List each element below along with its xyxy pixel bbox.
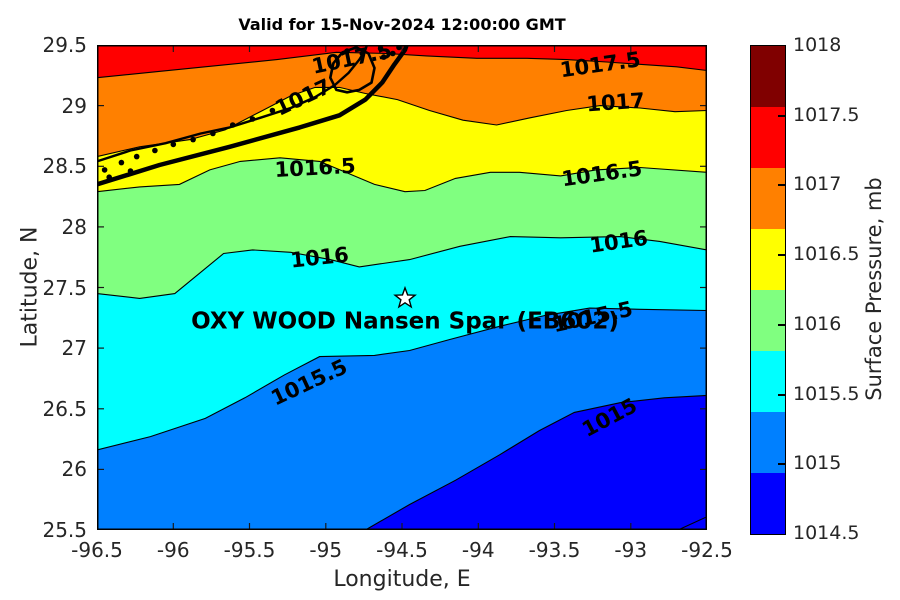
- contour-line-1015: [365, 394, 707, 530]
- colorbar-tick-mark: [778, 114, 785, 117]
- colorbar-tick-label-1017.5: 1017.5: [793, 103, 860, 126]
- colorbar: [750, 45, 786, 535]
- x-tick-label--96.5: -96.5: [71, 538, 123, 562]
- colorbar-tick-label-1017: 1017: [793, 173, 842, 196]
- station-label: OXY WOOD Nansen Spar (EB602): [191, 308, 619, 334]
- coastline-islet: [127, 168, 134, 174]
- y-tick-label-28: 28: [61, 214, 87, 239]
- coastline-islet: [133, 153, 140, 160]
- fill-band-above-1017.5: [97, 45, 707, 78]
- coastline-islet: [344, 48, 350, 54]
- coastline-islet: [269, 107, 276, 114]
- colorbar-tick-label-1018: 1018: [793, 34, 842, 56]
- x-tick-label--92.5: -92.5: [681, 538, 733, 562]
- colorbar-band: [751, 473, 785, 534]
- coastline-islet: [249, 116, 256, 122]
- colorbar-tick-mark: [778, 184, 785, 187]
- contour-line-1017: [97, 86, 707, 158]
- colorbar-tick-label-1014.5: 1014.5: [793, 522, 860, 544]
- coastline-galveston-bay: [329, 46, 376, 94]
- x-tick-label--95.5: -95.5: [223, 538, 276, 562]
- colorbar-band: [751, 290, 785, 351]
- colorbar-band: [751, 351, 785, 412]
- x-tick-label--95: -95: [309, 538, 343, 562]
- y-tick-label-28.5: 28.5: [42, 154, 87, 179]
- colorbar-tick-mark: [778, 463, 785, 466]
- y-axis-tick-labels: 29.5 29 28.5 28 27.5 27 26.5 26 25.5: [0, 33, 97, 542]
- axes-box: [97, 45, 707, 530]
- colorbar-tick-label-1016: 1016: [793, 312, 842, 335]
- colorbar-label: Surface Pressure, mb: [862, 177, 886, 401]
- y-tick-label-25.5: 25.5: [42, 518, 87, 542]
- y-tick-label-26.5: 26.5: [42, 396, 87, 421]
- coastline-islet: [359, 50, 366, 57]
- x-tick-label--94: -94: [461, 538, 495, 562]
- colorbar-tick-labels: 1018 1017.5 1017 1016.5 1016 1015.5 1015 1014.5: [793, 34, 883, 544]
- coastline-islet: [210, 130, 216, 137]
- x-tick-label--96: -96: [156, 538, 190, 562]
- colorbar-tick-label-1016.5: 1016.5: [793, 243, 860, 266]
- colorbar-tick-label-1015: 1015: [793, 452, 842, 475]
- colorbar-tick-label-1015.5: 1015.5: [793, 382, 860, 405]
- colorbar-band: [751, 412, 785, 473]
- colorbar-band: [751, 229, 785, 290]
- coastline-islet: [101, 167, 108, 173]
- colorbar-tick-mark: [778, 323, 785, 326]
- colorbar-band: [751, 46, 785, 107]
- colorbar-tick-mark: [778, 254, 785, 257]
- x-axis-tick-labels: -96.5 -96 -95.5 -95 -94.5 -94 -93.5 -93 -92.5: [71, 538, 733, 564]
- contour-line-1017.5: [97, 51, 707, 79]
- station-star-marker: [393, 285, 417, 309]
- coastline-islet: [152, 147, 158, 154]
- coastline-islet: [170, 141, 177, 148]
- colorbar-band: [751, 168, 785, 229]
- contour-line-1014.5: [677, 516, 707, 530]
- colorbar-band: [751, 107, 785, 168]
- x-tick-label--93.5: -93.5: [528, 538, 581, 562]
- plot-title: Valid for 15-Nov-2024 12:00:00 GMT: [238, 15, 566, 34]
- coastline-islet: [190, 136, 196, 143]
- contour-line-1016: [97, 236, 707, 299]
- y-axis-label: Latitude, N: [17, 226, 43, 348]
- x-tick-label--93: -93: [614, 538, 648, 562]
- y-tick-label-27.5: 27.5: [42, 275, 87, 300]
- contour-line-1015.5: [97, 307, 707, 451]
- coastline-barrier-islands: [97, 45, 409, 187]
- x-axis-label: Longitude, E: [333, 567, 471, 592]
- coastline-islet: [229, 122, 236, 128]
- contour-label-1017: 1017: [586, 88, 646, 116]
- coastline-islet: [377, 45, 384, 52]
- x-tick-label--94.5: -94.5: [376, 538, 428, 562]
- contour-map-canvas: OXY WOOD Nansen Spar (EB602)1017.5 1017.5…: [97, 45, 707, 530]
- coastline-islet: [106, 174, 112, 180]
- contour-map: OXY WOOD Nansen Spar (EB602) 1017.5 1017.5…: [97, 45, 707, 530]
- y-tick-label-27: 27: [61, 336, 87, 361]
- y-tick-label-26: 26: [61, 457, 87, 482]
- coastline-islet: [118, 159, 125, 166]
- coastline-islet: [380, 54, 387, 60]
- colorbar-tick-mark: [778, 393, 785, 396]
- y-tick-label-29.5: 29.5: [42, 33, 87, 57]
- contour-label-1016.5: 1016.5: [274, 154, 356, 182]
- coastline-islet: [390, 50, 396, 57]
- y-tick-label-29: 29: [61, 93, 87, 118]
- contour-line-1016.5: [97, 157, 707, 193]
- coastline-mainland-shore: [97, 45, 369, 163]
